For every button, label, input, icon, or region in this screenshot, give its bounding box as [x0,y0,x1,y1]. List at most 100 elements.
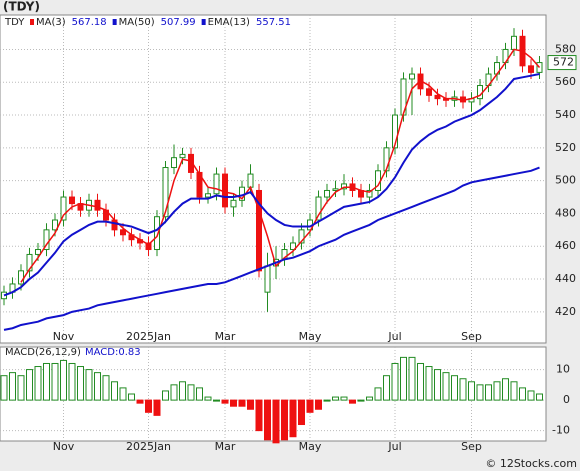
macd-bar [442,372,450,401]
y-tick-label: 540 [555,108,576,121]
x-tick-label: Nov [53,440,75,453]
x-tick-label: Nov [53,330,75,343]
ma-line [3,166,540,331]
macd-bar [332,396,339,401]
candle-body [60,196,67,221]
candle-body [392,114,398,149]
macd-bar [60,359,67,401]
macd-bar [485,384,492,401]
ma-line [3,73,540,297]
macd-bar [315,399,322,410]
macd-bar [187,384,195,401]
macd-bar [85,369,93,401]
macd-value: MACD:0.83 [85,347,141,358]
x-tick-label: Jul [387,440,401,453]
macd-bar [102,375,110,401]
candle-body [256,189,262,272]
macd-bar [493,381,501,401]
macd-bar [357,399,365,402]
macd-bar [162,390,169,401]
x-tick-label: May [299,330,322,343]
candle-body [324,189,330,198]
candle-body [26,253,33,272]
candle-body [247,173,254,188]
candle-body [222,173,228,208]
candle-body [383,147,390,172]
candle-body [179,153,186,159]
macd-bar [196,387,203,401]
macd-bar [383,375,390,401]
macd-bar [213,399,220,402]
y-tick-label: 0 [563,393,570,406]
candle-body [94,199,101,211]
price-panel [0,14,547,344]
x-tick-label: May [299,440,322,453]
macd-title: MACD(26,12,9) [5,347,81,358]
candle-body [145,242,152,251]
candle-body [426,88,432,96]
candle-body [341,183,347,190]
candle-body [43,229,50,251]
macd-bar [153,399,161,416]
macd-bar [451,375,458,401]
candle-body [35,249,41,255]
x-tick-label: Sep [461,440,482,453]
candle-body [188,153,194,173]
macd-bar [34,366,42,401]
legend-swatch [112,19,117,25]
macd-bar [400,356,407,401]
legend-label: MA(50) [119,17,155,28]
x-tick-label: 2025Jan [126,330,171,343]
macd-bar [179,381,186,401]
macd-bar [9,372,16,401]
macd-bar [425,366,433,401]
macd-bar [119,387,127,401]
y-tick-label: 460 [555,239,576,252]
credit: © 12Stocks.com [485,457,577,470]
macd-bar [289,399,297,438]
x-tick-label: Sep [461,330,482,343]
candle-body [528,65,534,73]
candle-body [69,196,75,205]
macd-bar [77,366,84,401]
candle-body [298,229,305,244]
candle-body [196,171,203,198]
legend-label: MA(3) [36,17,66,28]
macd-bar [204,396,212,401]
legend-value: 557.51 [256,17,291,28]
macd-bar [434,369,441,401]
legend-swatch [201,19,206,25]
last-price: 572 [553,56,574,69]
candle-body [162,167,169,218]
x-tick-label: Mar [215,330,236,343]
legend-value: 507.99 [161,17,196,28]
candle-body [205,193,211,198]
macd-bar [502,378,509,401]
macd-bar [459,378,467,401]
macd-bar [349,399,356,404]
macd-bar [26,369,33,401]
macd-bar [281,399,288,441]
macd-bar [417,362,424,401]
candle-body [264,265,271,293]
last-price-box [547,55,577,71]
x-tick-label: Jul [387,330,401,343]
candle-body [230,199,237,208]
candle-body [511,35,517,50]
macd-bar [238,399,246,407]
y-tick-label: 520 [555,141,576,154]
macd-bar [247,399,254,410]
macd-bar [298,399,305,426]
y-tick-label: 480 [555,206,576,219]
macd-bar [111,381,118,401]
macd-bar [323,399,331,402]
macd-bar [391,362,399,401]
symbol: TDY [4,17,25,28]
macd-bar [136,399,144,404]
candle-body [315,196,322,221]
macd-bar [476,384,484,401]
macd-bar [340,396,348,401]
macd-bar [221,399,229,404]
